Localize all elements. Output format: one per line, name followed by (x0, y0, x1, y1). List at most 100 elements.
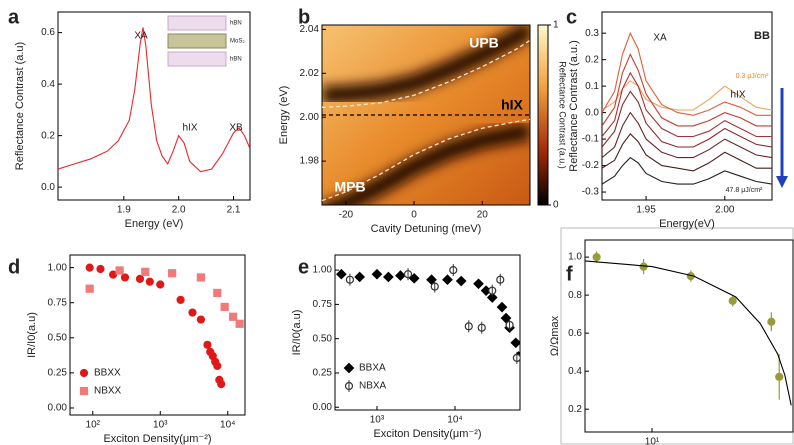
x-tick-label: 2.00 (715, 205, 735, 216)
inset-label: hBN (230, 21, 242, 27)
plot-area (336, 264, 520, 364)
marker (168, 269, 177, 278)
legend-marker (343, 362, 355, 374)
hbn-layer (167, 15, 227, 31)
x-tick-label: 1.9 (117, 205, 131, 216)
panel-label: b (298, 6, 310, 28)
marker (145, 277, 154, 286)
marker (196, 273, 206, 282)
marker (203, 340, 212, 349)
panel: 1.95 2.00 -0.3 -0.2 -0.1 0.0 0.1 0.2 0.3 XA hIX BB 0… (566, 6, 773, 230)
marker (354, 271, 365, 283)
plot-frame (57, 11, 251, 201)
y-tick-label: 0.4 (568, 366, 582, 377)
legend-marker (79, 386, 89, 396)
y-tick-label: 0.75 (313, 299, 333, 310)
panel-label: d (8, 256, 20, 278)
y-tick-label: -0.1 (582, 134, 600, 145)
y-tick-label: 0.00 (48, 403, 68, 414)
x-tick-label: 10⁴ (220, 420, 235, 431)
series-line (602, 132, 772, 172)
y-axis-label: Ω/Ωmax (549, 315, 561, 356)
legend-label: BBXX (94, 368, 121, 379)
marker (500, 312, 512, 324)
y-axis-label: IR/I0(a.u) (291, 310, 303, 356)
y-tick-label: 0.8 (568, 290, 582, 301)
marker (510, 337, 520, 349)
y-tick-label: 0.4 (41, 79, 55, 90)
series-name: MPB (334, 179, 365, 195)
legend-marker (79, 368, 89, 378)
series-line (602, 31, 772, 116)
annotation: BB (754, 30, 770, 42)
y-tick-label: 0.25 (313, 368, 333, 379)
y-tick-label: -0.2 (582, 160, 600, 171)
y-tick-label: 0.50 (48, 332, 68, 343)
marker (229, 312, 238, 321)
series-name: hIX (501, 97, 523, 113)
y-tick-label: -0.3 (582, 187, 600, 198)
panel: 10² 10³ 10⁴ 0.00 0.25 0.50 0.75 1.00 BBXX NBXX d Ex… (8, 254, 246, 445)
heatmap-bands (322, 25, 530, 205)
y-tick-label: 0.50 (313, 333, 333, 344)
marker (728, 296, 737, 305)
x-axis-label: Exciton Density(μm⁻²) (373, 428, 481, 440)
y-tick-label: 0.75 (48, 297, 68, 308)
inset-label: hBN (230, 57, 242, 63)
marker (767, 317, 776, 326)
series-line (322, 118, 530, 202)
mos2-layer (167, 33, 227, 49)
marker (156, 280, 165, 289)
y-tick-label: 0.6 (568, 328, 582, 339)
marker (408, 272, 420, 284)
x-axis-label: Cavity Detuning (meV) (371, 223, 482, 235)
x-axis-label: Energy (eV) (125, 218, 184, 230)
power-arrow (776, 88, 788, 188)
marker (96, 264, 105, 274)
plot-frame (584, 239, 794, 433)
marker (775, 372, 784, 381)
panel: 1.9 2.0 2.1 0.0 0.2 0.4 0.6 XA hIX XB a Energy (eV)… (8, 6, 251, 230)
y-axis-label: IR/I0(a.u) (26, 312, 38, 358)
marker (141, 267, 150, 276)
y-tick-label: 0.0 (41, 182, 55, 193)
marker (85, 263, 94, 272)
panel-label: f (566, 263, 573, 285)
marker (213, 288, 222, 297)
y-tick-label: 2.04 (300, 24, 320, 35)
y-tick-label: 2.02 (300, 68, 320, 79)
marker (220, 302, 229, 312)
marker (85, 284, 94, 293)
x-tick-label: 0 (411, 210, 417, 221)
annotation: 0.3 μJ/cm² (736, 73, 769, 80)
y-tick-label: 0.2 (568, 404, 582, 415)
x-tick-label: 10¹ (645, 437, 660, 445)
series-line (602, 53, 772, 127)
marker (336, 268, 347, 280)
annotation: XB (229, 123, 243, 134)
plot-frame (69, 254, 246, 416)
x-tick-label: 10⁴ (447, 415, 462, 426)
x-tick-label: 10³ (370, 415, 385, 426)
marker (486, 292, 498, 303)
plot-area (602, 31, 772, 185)
marker (135, 274, 145, 283)
marker (496, 301, 508, 313)
x-tick-label: 2.1 (227, 205, 241, 216)
hbn-layer (167, 51, 227, 67)
x-tick-label: 10² (86, 420, 101, 431)
arrow-head (776, 176, 788, 188)
marker (235, 319, 244, 328)
colorbar-tick-label: 0 (553, 200, 559, 211)
inset-label: MoS₂ (230, 39, 245, 45)
y-tick-label: 0.2 (585, 54, 599, 65)
x-tick-label: 10³ (153, 420, 168, 431)
series-name: UPB (469, 35, 499, 51)
plot-area (585, 251, 792, 406)
annotation: hIX (730, 90, 745, 101)
plot-frame (601, 11, 773, 201)
x-axis-label: Energy(eV) (659, 218, 715, 230)
legend-label: NBXX (94, 386, 122, 397)
annotation: hIX (182, 123, 197, 134)
